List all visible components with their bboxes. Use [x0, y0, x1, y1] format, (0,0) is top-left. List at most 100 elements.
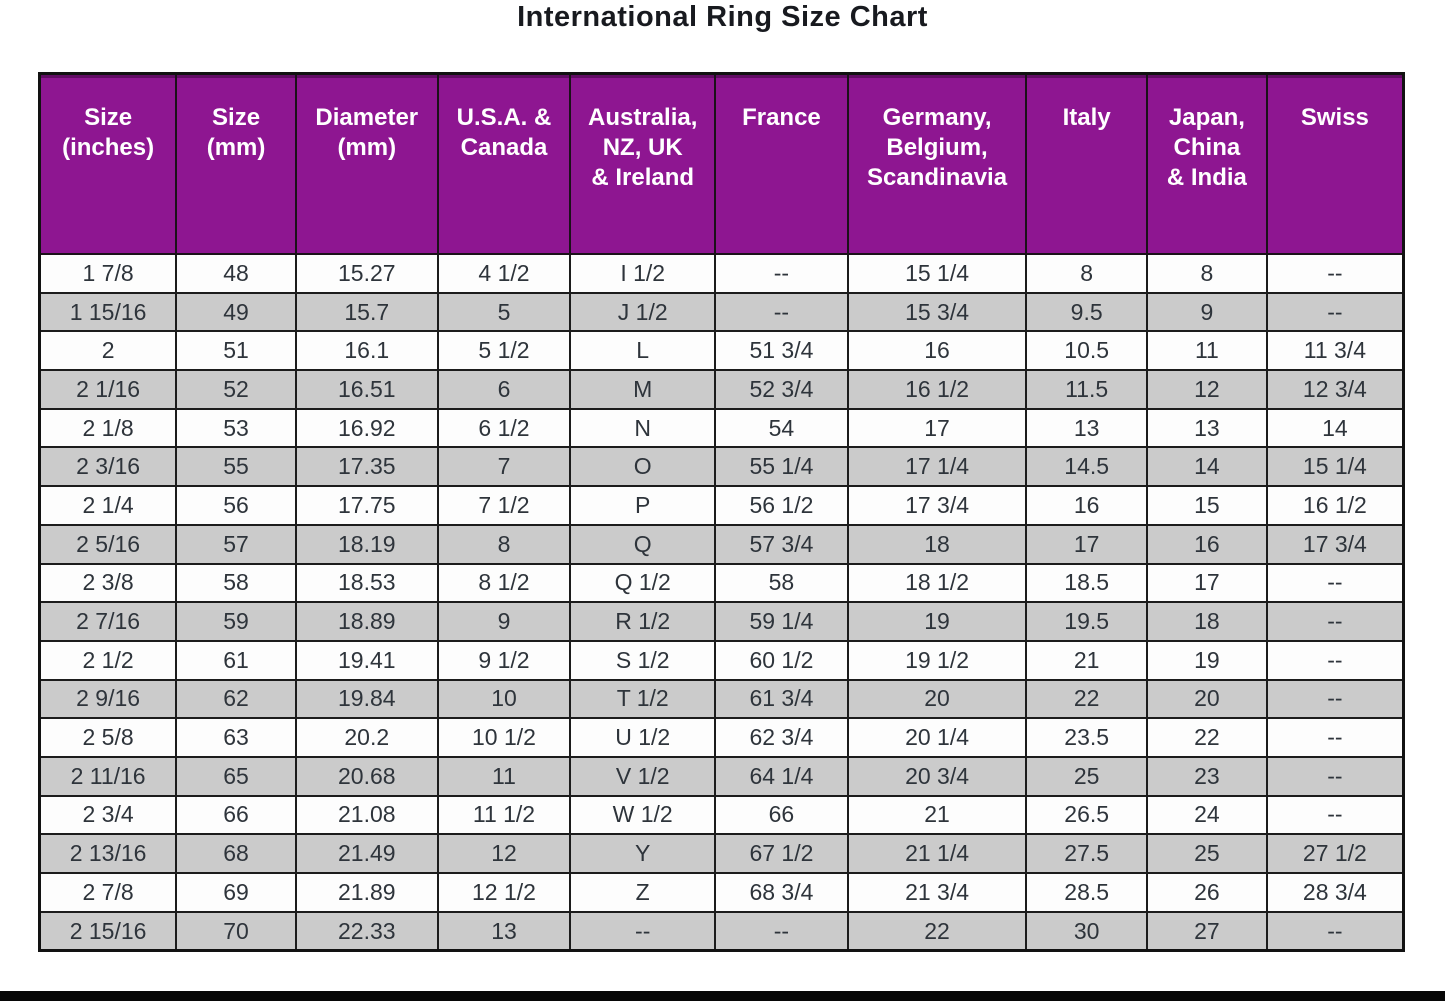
cell-size_mm: 59	[175, 601, 297, 642]
column-header-japan_china_india: Japan, China & India	[1146, 72, 1268, 255]
cell-size_inches: 1 15/16	[38, 291, 178, 333]
column-header-usa_canada: U.S.A. & Canada	[436, 72, 572, 255]
cell-usa_canada: 7	[436, 446, 572, 488]
cell-size_inches: 2 5/16	[38, 523, 178, 565]
table-row: 2 11/16 65 20.68 11 V 1/2 64 1/4 20 3/4 25 23 --	[38, 755, 1405, 797]
cell-italy: 10.5	[1025, 330, 1149, 372]
cell-swiss: 16 1/2	[1265, 485, 1405, 526]
cell-japan_china_india: 16	[1146, 523, 1268, 565]
cell-germany_belgium_scandinavia: 21 1/4	[846, 833, 1028, 874]
table-row: 1 7/8 48 15.27 4 1/2 I 1/2 -- 15 1/4 8 8 --	[38, 253, 1405, 294]
cell-diameter_mm: 21.89	[294, 872, 439, 913]
table-row: 2 3/16 55 17.35 7 O 55 1/4 17 1/4 14.5 14 15 1/4	[38, 446, 1405, 488]
cell-australia_nz_uk_ireland: Y	[569, 833, 717, 874]
cell-germany_belgium_scandinavia: 17 3/4	[846, 485, 1028, 526]
cell-japan_china_india: 14	[1146, 446, 1268, 488]
cell-japan_china_india: 26	[1146, 872, 1268, 913]
cell-diameter_mm: 16.92	[294, 407, 439, 449]
cell-italy: 21	[1025, 639, 1149, 681]
cell-japan_china_india: 27	[1146, 910, 1268, 952]
cell-france: 54	[714, 407, 849, 449]
table-header-row: Size (inches) Size (mm) Diameter (mm) U.S.A…	[38, 72, 1405, 255]
cell-swiss: --	[1265, 717, 1405, 758]
cell-japan_china_india: 20	[1146, 678, 1268, 720]
cell-france: 51 3/4	[714, 330, 849, 372]
cell-japan_china_india: 17	[1146, 562, 1268, 604]
cell-usa_canada: 6	[436, 369, 572, 410]
cell-size_inches: 2 3/16	[38, 446, 178, 488]
cell-usa_canada: 11 1/2	[436, 794, 572, 836]
cell-diameter_mm: 21.49	[294, 833, 439, 874]
cell-diameter_mm: 20.68	[294, 755, 439, 797]
cell-size_mm: 68	[175, 833, 297, 874]
cell-diameter_mm: 16.1	[294, 330, 439, 372]
cell-france: 64 1/4	[714, 755, 849, 797]
cell-size_inches: 2 15/16	[38, 910, 178, 952]
cell-japan_china_india: 25	[1146, 833, 1268, 874]
cell-france: 67 1/2	[714, 833, 849, 874]
cell-usa_canada: 4 1/2	[436, 253, 572, 294]
table-row: 2 1/8 53 16.92 6 1/2 N 54 17 13 13 14	[38, 407, 1405, 449]
cell-italy: 13	[1025, 407, 1149, 449]
cell-diameter_mm: 18.19	[294, 523, 439, 565]
cell-italy: 8	[1025, 253, 1149, 294]
cell-diameter_mm: 15.7	[294, 291, 439, 333]
cell-swiss: --	[1265, 601, 1405, 642]
cell-usa_canada: 8 1/2	[436, 562, 572, 604]
table-row: 2 1/2 61 19.41 9 1/2 S 1/2 60 1/2 19 1/2 21 19 --	[38, 639, 1405, 681]
cell-japan_china_india: 22	[1146, 717, 1268, 758]
cell-size_mm: 57	[175, 523, 297, 565]
cell-usa_canada: 5	[436, 291, 572, 333]
cell-diameter_mm: 19.41	[294, 639, 439, 681]
cell-usa_canada: 6 1/2	[436, 407, 572, 449]
cell-australia_nz_uk_ireland: R 1/2	[569, 601, 717, 642]
cell-australia_nz_uk_ireland: Z	[569, 872, 717, 913]
cell-france: 66	[714, 794, 849, 836]
cell-size_inches: 1 7/8	[38, 253, 178, 294]
column-header-diameter_mm: Diameter (mm)	[294, 72, 439, 255]
cell-france: 60 1/2	[714, 639, 849, 681]
table-row: 2 13/16 68 21.49 12 Y 67 1/2 21 1/4 27.5 25 27 1/…	[38, 833, 1405, 874]
cell-size_mm: 62	[175, 678, 297, 720]
column-header-size_mm: Size (mm)	[175, 72, 297, 255]
cell-australia_nz_uk_ireland: J 1/2	[569, 291, 717, 333]
cell-france: 57 3/4	[714, 523, 849, 565]
cell-usa_canada: 5 1/2	[436, 330, 572, 372]
cell-germany_belgium_scandinavia: 15 1/4	[846, 253, 1028, 294]
cell-diameter_mm: 19.84	[294, 678, 439, 720]
cell-size_mm: 58	[175, 562, 297, 604]
cell-size_mm: 49	[175, 291, 297, 333]
table-row: 2 51 16.1 5 1/2 L 51 3/4 16 10.5 11 11 3/4	[38, 330, 1405, 372]
cell-japan_china_india: 15	[1146, 485, 1268, 526]
cell-germany_belgium_scandinavia: 17 1/4	[846, 446, 1028, 488]
cell-italy: 16	[1025, 485, 1149, 526]
cell-italy: 28.5	[1025, 872, 1149, 913]
cell-diameter_mm: 16.51	[294, 369, 439, 410]
table-row: 2 1/4 56 17.75 7 1/2 P 56 1/2 17 3/4 16 15 16 1/2	[38, 485, 1405, 526]
cell-australia_nz_uk_ireland: Q 1/2	[569, 562, 717, 604]
cell-germany_belgium_scandinavia: 22	[846, 910, 1028, 952]
cell-swiss: --	[1265, 253, 1405, 294]
cell-france: --	[714, 253, 849, 294]
cell-australia_nz_uk_ireland: M	[569, 369, 717, 410]
column-header-france: France	[714, 72, 849, 255]
cell-france: 68 3/4	[714, 872, 849, 913]
cell-swiss: 15 1/4	[1265, 446, 1405, 488]
cell-italy: 27.5	[1025, 833, 1149, 874]
cell-size_mm: 53	[175, 407, 297, 449]
cell-diameter_mm: 18.89	[294, 601, 439, 642]
cell-size_mm: 70	[175, 910, 297, 952]
column-header-size_inches: Size (inches)	[38, 72, 178, 255]
cell-germany_belgium_scandinavia: 15 3/4	[846, 291, 1028, 333]
cell-france: 55 1/4	[714, 446, 849, 488]
cell-australia_nz_uk_ireland: Q	[569, 523, 717, 565]
cell-swiss: 27 1/2	[1265, 833, 1405, 874]
cell-france: 62 3/4	[714, 717, 849, 758]
cell-france: 56 1/2	[714, 485, 849, 526]
cell-italy: 14.5	[1025, 446, 1149, 488]
cell-germany_belgium_scandinavia: 21 3/4	[846, 872, 1028, 913]
cell-usa_canada: 9 1/2	[436, 639, 572, 681]
cell-size_mm: 52	[175, 369, 297, 410]
cell-australia_nz_uk_ireland: T 1/2	[569, 678, 717, 720]
cell-size_mm: 69	[175, 872, 297, 913]
